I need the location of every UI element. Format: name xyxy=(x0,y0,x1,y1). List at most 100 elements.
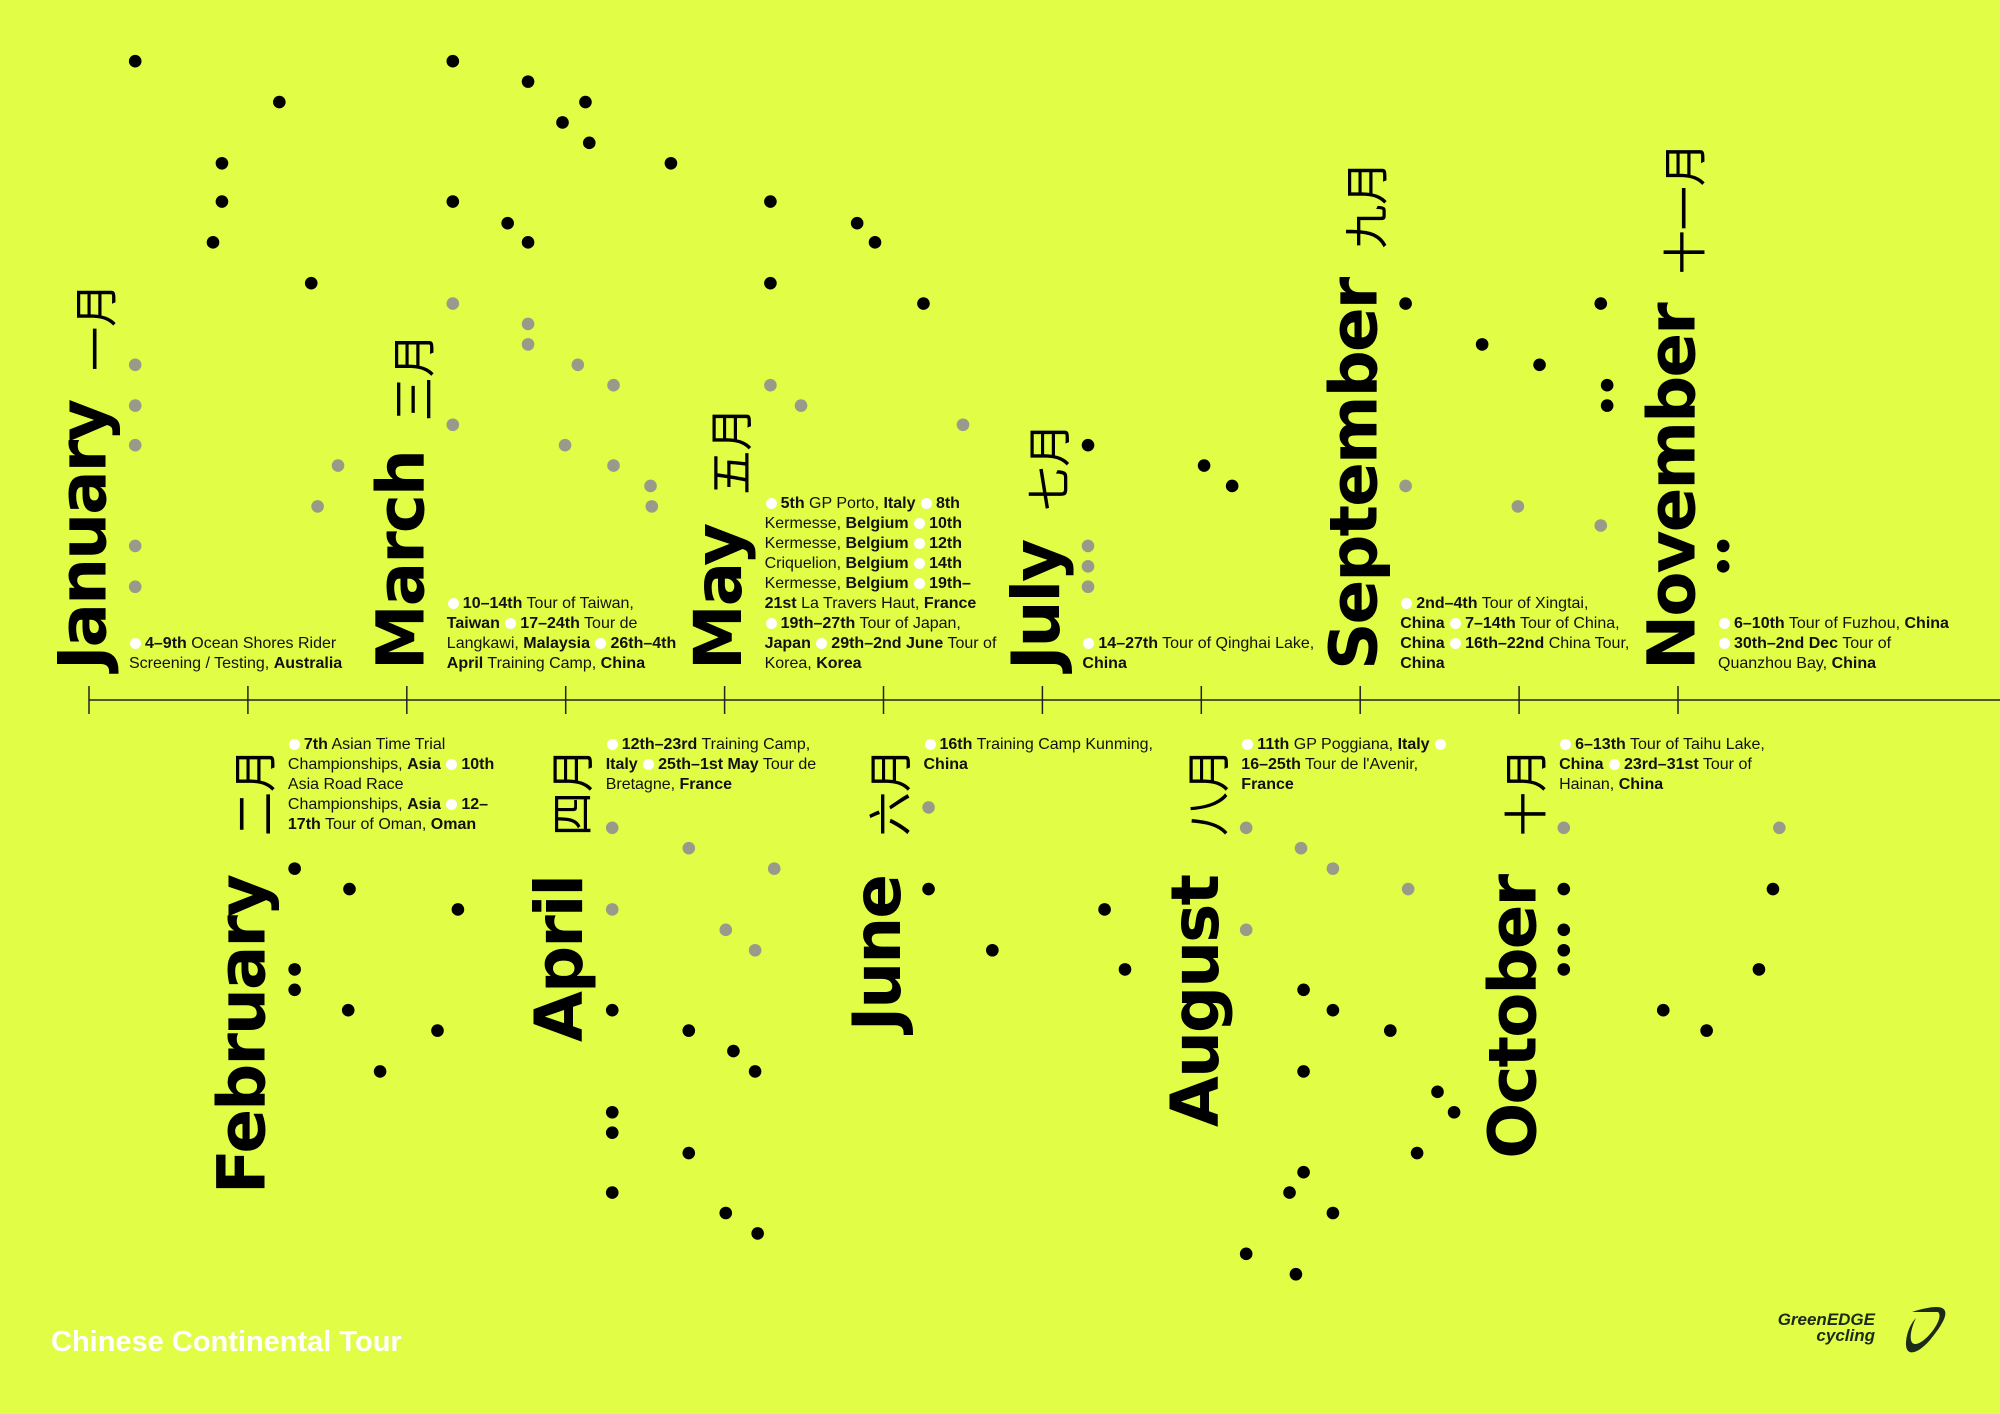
month-chinese: 十月 xyxy=(1503,748,1552,836)
dot xyxy=(288,963,301,976)
dot xyxy=(579,95,592,109)
event-date: 29th–2nd June xyxy=(831,635,944,652)
dot xyxy=(1447,1105,1461,1119)
event-date: 7th xyxy=(303,736,328,753)
month-chinese: 十一月 xyxy=(1662,142,1711,274)
dot xyxy=(1766,882,1780,896)
event-name: Tour de l'Avenir, xyxy=(1305,756,1419,773)
dot xyxy=(1511,500,1525,513)
month-name: July xyxy=(998,540,1075,674)
dot xyxy=(311,500,324,513)
dot xyxy=(128,539,142,553)
dot xyxy=(1239,1247,1253,1261)
dot xyxy=(341,1003,355,1017)
dot xyxy=(128,358,142,372)
dot xyxy=(343,882,356,896)
dot xyxy=(288,983,301,997)
dot xyxy=(986,943,999,957)
bullet xyxy=(924,739,936,750)
event-date: 19th–21st xyxy=(764,575,971,612)
event-name: Training Camp, xyxy=(701,736,811,753)
event-place: Malaysia xyxy=(523,635,591,652)
month-events: 10–14th Tour of Taiwan, Taiwan 17–24th T… xyxy=(447,594,679,674)
month-chinese: 三月 xyxy=(390,333,439,421)
dot xyxy=(215,156,229,170)
dot xyxy=(917,297,930,310)
event-place: Belgium xyxy=(845,515,909,532)
month-events: 16th Training Camp Kunming, China xyxy=(924,735,1156,775)
bullet xyxy=(914,558,926,569)
event-date: 8th xyxy=(935,495,960,512)
event-name: Criquelion, xyxy=(764,555,842,572)
month-events: 14–27th Tour of Qinghai Lake, China xyxy=(1082,634,1314,674)
event-date: 6–13th xyxy=(1575,736,1626,753)
event-place: Taiwan xyxy=(446,615,500,632)
dot xyxy=(850,216,864,230)
month-name: April xyxy=(521,876,598,1042)
event-date: 12th xyxy=(929,535,962,552)
dot xyxy=(1225,479,1239,493)
dot xyxy=(605,821,619,835)
event-place: China xyxy=(1904,615,1949,632)
bullet xyxy=(643,759,655,770)
poster-title: Chinese Continental Tour xyxy=(51,1326,402,1358)
event-place: France xyxy=(923,595,977,612)
dot xyxy=(1557,943,1571,957)
month-chinese: 九月 xyxy=(1344,161,1393,249)
month-events: 11th GP Poggiana, Italy 16–25th Tour de … xyxy=(1241,735,1473,795)
event-name: Tour of Japan, xyxy=(859,615,961,632)
bullet xyxy=(288,739,300,750)
dot xyxy=(1594,297,1608,310)
month-name: February xyxy=(203,875,280,1194)
bullet xyxy=(914,578,926,589)
dot xyxy=(1773,821,1786,835)
event-date: 6–10th xyxy=(1734,615,1785,632)
event-name: GP Poggiana, xyxy=(1293,736,1394,753)
dot xyxy=(521,338,535,351)
bullet xyxy=(446,799,458,810)
event-name: Tour of Fuzhou, xyxy=(1788,615,1901,632)
month-events: 7th Asian Time Trial Championships, Asia… xyxy=(288,735,520,835)
dot xyxy=(1289,1267,1303,1281)
event-name: Kermesse, xyxy=(764,575,842,592)
dot xyxy=(1283,1186,1296,1199)
bullet xyxy=(765,498,777,509)
dot xyxy=(556,116,569,129)
dot xyxy=(128,438,142,452)
bullet xyxy=(1719,618,1730,629)
event-place: Italy xyxy=(883,495,916,512)
month-name: May xyxy=(680,524,757,670)
month-events: 6–10th Tour of Fuzhou, China 30th–2nd De… xyxy=(1718,614,1950,674)
dot xyxy=(521,236,535,249)
event-date: 12–17th xyxy=(287,796,489,833)
event-date: 23rd–31st xyxy=(1624,756,1699,773)
dot xyxy=(1716,539,1730,553)
dot xyxy=(682,841,696,855)
dot xyxy=(682,1146,696,1160)
dot xyxy=(571,358,585,372)
dot xyxy=(501,216,514,230)
month-events: 6–13th Tour of Taihu Lake, China 23rd–31… xyxy=(1559,735,1791,795)
bullet xyxy=(914,538,926,549)
event-date: 2nd–4th xyxy=(1416,595,1478,612)
event-place: China xyxy=(1082,655,1127,672)
event-place: China xyxy=(1400,635,1445,652)
bullet xyxy=(1435,739,1447,750)
event-date: 10–14th xyxy=(462,595,523,612)
month-chinese: 一月 xyxy=(73,283,122,371)
bullet xyxy=(1450,618,1462,629)
dot xyxy=(719,923,733,937)
bullet xyxy=(130,638,141,649)
dot xyxy=(215,195,229,208)
dot xyxy=(1401,882,1415,896)
event-place: China xyxy=(923,756,968,773)
event-date: 26th–4th April xyxy=(446,635,677,672)
event-name: Asian Time Trial Championships, xyxy=(287,736,446,773)
dot xyxy=(748,1065,762,1078)
event-date: 12th–23rd xyxy=(621,736,698,753)
dot xyxy=(764,378,777,392)
dot xyxy=(558,438,572,452)
month-events: 5th GP Porto, Italy 8th Kermesse, Belgiu… xyxy=(765,494,997,674)
event-date: 10th xyxy=(461,756,495,773)
event-date: 17–24th xyxy=(520,615,580,632)
